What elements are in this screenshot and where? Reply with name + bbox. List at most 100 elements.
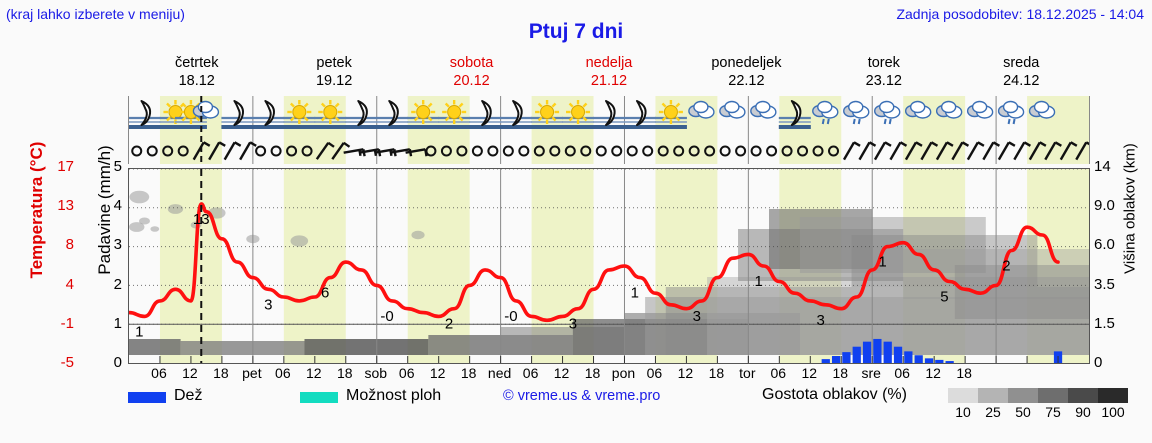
cloud-density-step-label: 75 [1045,404,1061,420]
temperature-tick: 17 [57,158,74,175]
cloud-density-swatch-50 [1008,388,1038,403]
temperature-tick: -1 [60,314,74,332]
last-update-text: Zadnja posodobitev: 18.12.2025 - 14:04 [896,6,1144,22]
x-tick-label: 06 [646,365,663,381]
moon-icon [593,100,625,129]
day-name: sreda [1003,55,1040,71]
day-column-7: sreda 24.12 [953,54,1090,92]
wind-calm-icon [828,145,840,157]
x-tick-label: 12 [801,365,818,381]
cloud-density-step-label: 25 [985,404,1001,420]
cloud-density-swatch-10 [948,388,978,403]
temperature-value-label: 1 [755,273,763,290]
wind-barb-icon [1013,141,1031,161]
wind-barb-icon [223,141,242,161]
wind-barb-icon [1028,141,1047,161]
x-tick-label: 18 [213,365,229,381]
wind-calm-icon [131,145,143,157]
cloud-icon [750,100,777,119]
x-tick-label: 18 [460,365,477,381]
wind-barb-icon [951,141,970,161]
cloud-icon [1028,100,1056,119]
cloud-icon [719,100,746,119]
cloud-height-tick: 6.0 [1094,236,1115,254]
moon-icon [623,100,656,129]
x-tick-label: pet [242,365,262,381]
sun-icon [562,100,595,129]
cloud-density-step-label: 90 [1075,404,1091,420]
x-tick-label: tor [739,365,756,381]
cloud-icon [935,100,963,119]
day-column-4: nedelja 21.12 [540,54,677,92]
precipitation-tick: 1 [113,314,122,332]
moon-icon [252,100,285,129]
day-date: 21.12 [590,73,628,89]
wind-calm-icon [270,145,282,157]
day-name: ponedeljek [711,55,782,71]
wind-calm-icon [301,145,313,157]
cloud-rain-icon [997,100,1025,125]
temperature-value-label: 2 [1002,257,1010,274]
temperature-value-label: 3 [693,308,701,325]
wind-barb-icon [920,141,939,161]
rain-legend-label: Dež [174,387,203,404]
x-tick-label: 18 [708,365,725,381]
precipitation-tick-labels: 5 4 3 2 1 0 [86,158,122,371]
wind-calm-icon [611,145,623,157]
wind-barb-icon [889,141,908,161]
wind-calm-icon [487,145,499,157]
temperature-tick: -5 [60,354,74,371]
wind-calm-icon [177,145,189,157]
wind-calm-icon [456,145,468,157]
x-tick-label: 18 [832,365,849,381]
x-tick-label: sob [364,365,388,381]
wind-calm-icon [673,145,685,157]
sun-icon [438,100,471,129]
cloud-height-tick: 1.5 [1094,314,1115,332]
forecast-plot: 1 13 3 6 -0 2 -0 3 1 3 1 3 1 5 2 [128,168,1090,364]
x-tick-label: 06 [770,365,787,381]
cloud-height-tick: 0 [1094,354,1103,371]
day-column-5: ponedeljek 22.12 [678,54,815,92]
wind-barb-icon [1059,141,1078,161]
day-column-2: petek 19.12 [265,54,402,92]
x-tick-label: 18 [584,365,601,381]
chart-legend: Dež Možnost ploh © vreme.us & vreme.pro … [128,386,1152,433]
temperature-value-label: 13 [193,211,210,228]
moon-icon [376,100,409,129]
cloud-density-scale-labels: 10 25 50 75 90 100 [948,404,1128,420]
wind-calm-icon [595,145,607,157]
temperature-tick: 4 [65,275,74,293]
wind-calm-icon [688,145,700,157]
copyright-link[interactable]: © vreme.us & vreme.pro [503,388,661,404]
temperature-value-label: 3 [264,296,272,313]
wind-barb-icon [935,141,954,161]
menu-hint-text: (kraj lahko izberete v meniju) [6,6,185,22]
temperature-tick: 8 [65,236,74,254]
wind-barb-icon [842,141,861,161]
moon-icon [221,100,254,129]
cloud-density-scale [948,388,1128,403]
wind-barb-icon [904,141,923,161]
cloud-density-swatch-100 [1098,388,1128,403]
wind-barb-icon [982,141,1001,161]
moon-icon [129,100,161,129]
wind-calm-icon [533,145,545,157]
wind-calm-icon [286,145,298,157]
temperature-value-label: 1 [631,285,639,302]
cloud-rain-icon [874,100,901,125]
wind-calm-icon [440,145,452,157]
wind-calm-icon [255,145,267,157]
precipitation-tick: 5 [113,158,122,175]
sun-icon [314,100,347,129]
x-tick-label: 18 [956,365,972,381]
cloud-height-tick: 9.0 [1094,197,1115,215]
showers-legend-swatch [300,392,338,403]
wind-barb-icon [315,141,335,160]
cloud-height-tick: 14 [1094,158,1111,175]
precipitation-tick: 2 [113,275,122,293]
wind-calm-icon [146,145,158,157]
moon-icon [345,100,378,129]
day-name: nedelja [585,55,633,71]
wind-calm-icon [704,145,716,157]
